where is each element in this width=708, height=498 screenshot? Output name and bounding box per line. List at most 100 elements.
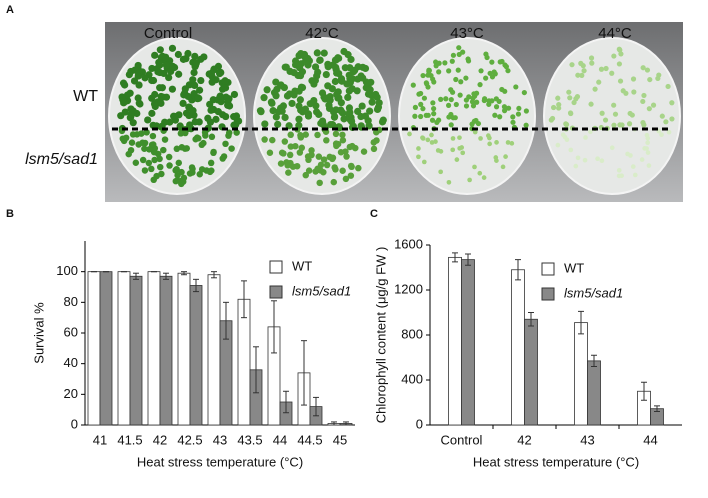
seedling bbox=[430, 100, 436, 106]
plate-label: 44°C bbox=[598, 25, 632, 42]
seedling bbox=[317, 119, 325, 127]
seedling bbox=[438, 149, 444, 154]
seedling bbox=[144, 116, 152, 124]
legend-label: lsm5/sad1 bbox=[292, 283, 351, 298]
seedling bbox=[473, 117, 479, 124]
seedling bbox=[477, 82, 483, 88]
seedling bbox=[129, 131, 137, 138]
bar bbox=[129, 275, 143, 426]
seedling bbox=[617, 47, 623, 53]
seedling bbox=[463, 97, 469, 103]
seedling bbox=[510, 119, 516, 125]
seedling bbox=[625, 151, 630, 157]
seedling bbox=[489, 98, 495, 104]
seedling bbox=[339, 109, 347, 117]
seedling bbox=[331, 77, 339, 86]
x-tick-label: 42 bbox=[153, 432, 167, 447]
bar bbox=[587, 360, 601, 426]
seedling bbox=[370, 139, 378, 146]
seedling bbox=[195, 135, 202, 142]
seedling bbox=[304, 112, 313, 120]
seedling bbox=[374, 103, 383, 111]
seedling bbox=[617, 78, 624, 84]
seedling bbox=[191, 81, 199, 89]
seedling bbox=[564, 137, 570, 143]
seedling bbox=[448, 87, 454, 93]
seedling bbox=[185, 111, 193, 120]
seedling bbox=[277, 81, 285, 89]
seedling bbox=[472, 129, 478, 135]
x-tick-label: 44 bbox=[273, 432, 287, 447]
seedling bbox=[472, 93, 478, 99]
seedling bbox=[126, 89, 134, 97]
seedling bbox=[295, 115, 303, 123]
seedling bbox=[434, 119, 440, 125]
seedling bbox=[222, 140, 229, 148]
y-tick-label: 80 bbox=[64, 294, 78, 309]
seedling bbox=[210, 148, 217, 156]
seedling bbox=[436, 69, 442, 75]
seedling bbox=[431, 79, 437, 85]
seedling bbox=[426, 67, 432, 74]
seedling bbox=[340, 47, 348, 56]
seedling bbox=[289, 163, 297, 170]
seedling bbox=[456, 45, 462, 51]
seedling bbox=[311, 76, 319, 85]
seedling bbox=[494, 158, 499, 163]
seedling bbox=[568, 147, 574, 153]
seedling bbox=[168, 44, 177, 52]
seedling bbox=[626, 121, 633, 127]
x-tick-label: 43 bbox=[213, 432, 227, 447]
seedling bbox=[588, 129, 593, 135]
seedling bbox=[317, 161, 325, 169]
seedling bbox=[221, 77, 229, 85]
seedling bbox=[617, 122, 623, 128]
bar bbox=[87, 271, 101, 426]
seedling bbox=[567, 110, 574, 116]
seedling bbox=[181, 85, 189, 93]
seedling bbox=[428, 72, 434, 79]
y-axis-title: Chlorophyll content (μg/g FW ) bbox=[373, 247, 388, 424]
seedling bbox=[324, 82, 332, 90]
seedling bbox=[217, 98, 225, 106]
seedling bbox=[505, 140, 511, 145]
bar bbox=[117, 271, 131, 426]
seedling bbox=[285, 169, 292, 176]
seedling bbox=[453, 76, 459, 83]
seedling bbox=[368, 98, 376, 106]
seedling bbox=[446, 114, 452, 120]
seedling bbox=[175, 70, 183, 78]
seedling bbox=[157, 99, 165, 107]
seedling bbox=[571, 99, 577, 106]
seedling bbox=[646, 106, 652, 112]
seedling bbox=[132, 159, 140, 166]
seedling bbox=[290, 91, 298, 99]
seedling bbox=[190, 68, 198, 77]
y-tick-label: 1200 bbox=[394, 281, 423, 296]
seedling bbox=[438, 96, 444, 102]
seedling bbox=[315, 153, 323, 160]
seedling bbox=[206, 100, 214, 108]
bar bbox=[99, 271, 113, 426]
seedling bbox=[438, 169, 444, 175]
seedling bbox=[302, 171, 309, 179]
seedling bbox=[174, 50, 182, 59]
seedling bbox=[467, 177, 472, 183]
seedling bbox=[294, 71, 302, 80]
bar bbox=[147, 271, 161, 426]
seedling bbox=[503, 154, 508, 159]
seedling bbox=[521, 89, 527, 96]
seedling bbox=[663, 119, 669, 125]
seedling bbox=[489, 59, 495, 65]
seedling bbox=[412, 113, 418, 119]
plates bbox=[108, 37, 681, 195]
seedling bbox=[296, 96, 304, 104]
seedling bbox=[487, 141, 492, 147]
seedling bbox=[212, 76, 220, 84]
seedling bbox=[646, 163, 652, 168]
seedling bbox=[177, 130, 185, 137]
seedling bbox=[333, 90, 341, 98]
seedling bbox=[619, 173, 624, 179]
seedling bbox=[354, 75, 362, 83]
